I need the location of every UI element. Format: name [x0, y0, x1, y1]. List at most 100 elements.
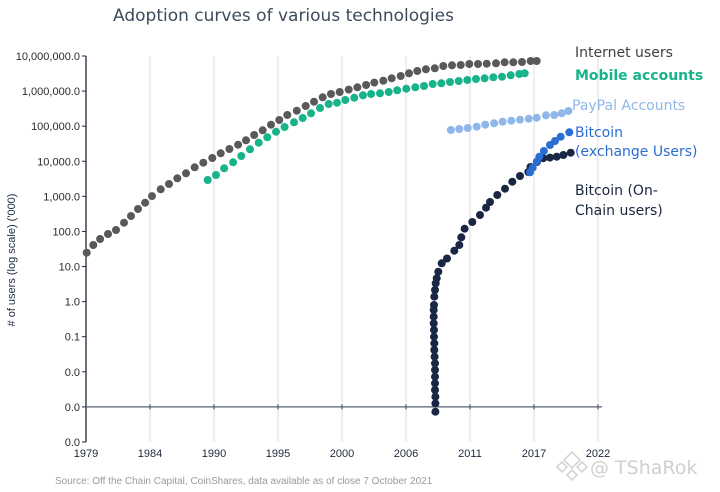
internet-point — [456, 61, 465, 69]
paypal-point — [516, 115, 524, 124]
x-tick-label: 2011 — [458, 448, 482, 460]
y-tick-label: 1,000,000.0 — [22, 86, 80, 98]
mobile-point — [498, 72, 506, 81]
internet-point — [190, 163, 199, 172]
mobile-point — [520, 69, 529, 78]
internet-point — [148, 192, 156, 201]
paypal-point — [550, 111, 559, 119]
internet-point — [173, 174, 182, 183]
onchain-point — [430, 292, 439, 301]
source-note: Source: Off the Chain Capital, CoinShare… — [55, 476, 433, 487]
paypal-point — [463, 124, 472, 132]
onchain-point — [430, 346, 439, 354]
data-points — [82, 57, 575, 416]
onchain-point — [430, 332, 438, 341]
onchain-point — [476, 211, 484, 219]
internet-point — [387, 74, 396, 83]
mobile-point — [376, 89, 384, 98]
onchain-point — [501, 184, 509, 193]
onchain-point — [482, 203, 490, 212]
legend-label-paypal: PayPal Accounts — [572, 98, 685, 114]
mobile-point — [393, 86, 402, 95]
internet-point — [120, 218, 128, 227]
legend-label-internet: Internet users — [575, 45, 673, 61]
x-tick-label: 1979 — [74, 448, 98, 460]
internet-point — [413, 67, 422, 75]
mobile-point — [506, 71, 515, 80]
internet-point — [182, 169, 190, 178]
internet-point — [465, 60, 474, 68]
onchain-point — [429, 312, 438, 321]
mobile-point — [246, 145, 254, 154]
mobile-point — [237, 152, 246, 160]
onchain-point — [437, 259, 446, 268]
internet-point — [500, 58, 509, 67]
onchain-point — [430, 325, 438, 334]
exchange-point — [556, 132, 565, 141]
mobile-point — [220, 164, 229, 173]
y-tick-label: 1,000.0 — [43, 191, 80, 203]
exchange-point — [535, 152, 544, 161]
internet-point — [327, 90, 335, 98]
x-tick-label: 2017 — [522, 448, 546, 460]
internet-point — [421, 65, 430, 74]
internet-point — [258, 126, 267, 135]
internet-point — [134, 205, 142, 213]
exchange-point — [551, 137, 559, 145]
paypal-point — [507, 116, 516, 125]
onchain-point — [431, 286, 439, 294]
internet-point — [362, 81, 371, 89]
onchain-point — [566, 148, 575, 157]
mobile-point — [420, 82, 428, 90]
internet-point — [127, 212, 135, 220]
onchain-point — [486, 198, 494, 206]
internet-point — [335, 88, 344, 96]
onchain-point — [431, 365, 439, 374]
series-exchange — [526, 128, 574, 177]
paypal-point — [490, 119, 499, 128]
mobile-point — [463, 76, 472, 84]
mobile-point — [229, 158, 238, 167]
internet-point — [292, 106, 301, 115]
internet-point — [396, 72, 405, 80]
onchain-point — [493, 191, 502, 199]
onchain-point — [431, 399, 440, 408]
x-tick-label: 2000 — [330, 448, 354, 460]
series-onchain — [429, 148, 575, 416]
internet-point — [310, 97, 318, 106]
internet-point — [89, 241, 98, 249]
internet-point — [405, 69, 413, 78]
paypal-point — [524, 114, 533, 123]
mobile-point — [446, 78, 454, 86]
paypal-point — [498, 117, 507, 126]
internet-point — [439, 62, 448, 70]
watermark-text: @ TShaRok — [590, 457, 697, 479]
internet-point — [474, 60, 482, 68]
x-tick-label: 2022 — [586, 448, 610, 460]
internet-point — [448, 61, 456, 70]
internet-point — [267, 120, 275, 129]
y-tick-label: 1.0 — [65, 297, 80, 309]
internet-point — [96, 235, 105, 243]
mobile-point — [263, 133, 272, 142]
internet-point — [344, 85, 353, 94]
internet-point — [82, 248, 91, 257]
mobile-point — [489, 73, 498, 82]
internet-point — [250, 131, 259, 139]
internet-point — [216, 149, 225, 158]
internet-point — [156, 185, 165, 194]
paypal-point — [557, 109, 566, 118]
onchain-point — [443, 254, 451, 263]
paypal-point — [542, 111, 550, 120]
y-axis-label: # of users (log scale) ('000) — [6, 194, 18, 327]
onchain-point — [431, 386, 439, 394]
onchain-point — [450, 246, 459, 255]
onchain-point — [429, 319, 438, 328]
y-tick-label: 0.0 — [65, 437, 80, 449]
mobile-point — [402, 84, 411, 93]
internet-point — [208, 154, 217, 162]
onchain-point — [508, 177, 517, 186]
internet-point — [353, 83, 362, 92]
mobile-point — [411, 83, 420, 92]
